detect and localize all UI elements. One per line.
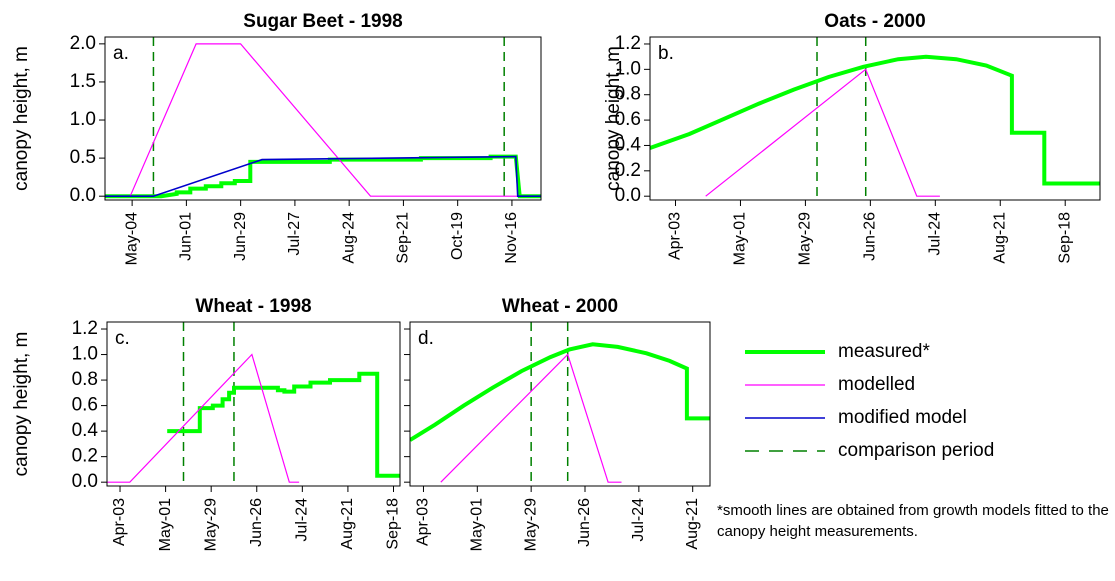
y-tick-label: 1.2 <box>72 318 98 339</box>
y-tick-label: 0.5 <box>70 147 96 168</box>
x-tick-label: Jun-29 <box>232 212 249 261</box>
y-tick-label: 0.4 <box>72 420 99 441</box>
series-line <box>107 353 300 483</box>
series-line <box>440 353 622 483</box>
y-tick-label: 0.2 <box>72 446 98 467</box>
series-line <box>105 155 541 197</box>
x-tick-label: Jul-27 <box>286 212 303 256</box>
y-axis-label: canopy height, m <box>11 46 32 191</box>
y-tick-label: 0.2 <box>615 160 641 181</box>
panel-title: Sugar Beet - 1998 <box>243 11 402 32</box>
x-tick-label: Jun-26 <box>862 212 879 261</box>
x-tick-label: May-29 <box>797 212 814 265</box>
series-line <box>650 54 1100 186</box>
y-tick-label: 0.8 <box>615 84 641 105</box>
y-tick-label: 2.0 <box>70 33 96 54</box>
series-line <box>705 68 940 197</box>
series-line <box>410 342 710 442</box>
x-tick-label: Sep-18 <box>385 498 402 550</box>
panel-label: d. <box>418 328 434 349</box>
x-tick-label: May-01 <box>469 498 486 551</box>
legend-label: modelled <box>838 374 915 395</box>
x-tick-label: May-29 <box>522 498 539 551</box>
y-tick-label: 1.5 <box>70 71 96 92</box>
x-tick-label: Jul-24 <box>294 498 311 542</box>
plot-frame <box>409 321 711 487</box>
y-axis-label: canopy height, m <box>603 46 624 191</box>
y-tick-label: 0.0 <box>615 185 641 206</box>
legend-label: modified model <box>838 407 967 428</box>
panel-title: Wheat - 1998 <box>195 296 311 317</box>
x-tick-label: Aug-21 <box>991 212 1008 264</box>
y-axis-label: canopy height, m <box>11 332 32 477</box>
y-tick-label: 0.0 <box>72 471 98 492</box>
x-tick-label: Apr-03 <box>111 498 128 546</box>
y-tick-label: 0.0 <box>70 185 96 206</box>
y-tick-label: 1.0 <box>72 344 98 365</box>
x-tick-label: Jun-01 <box>178 212 195 261</box>
legend-label: measured* <box>838 341 930 362</box>
x-tick-label: Aug-21 <box>684 498 701 550</box>
x-tick-label: Sep-21 <box>395 212 412 264</box>
series-line <box>167 371 400 478</box>
panel-label: c. <box>115 328 130 349</box>
y-tick-label: 1.0 <box>70 109 96 130</box>
x-tick-label: Apr-03 <box>667 212 684 260</box>
x-tick-label: Aug-24 <box>340 212 357 264</box>
plot-frame <box>104 36 542 201</box>
panel-title: Oats - 2000 <box>824 11 925 32</box>
y-tick-label: 0.6 <box>615 109 641 130</box>
x-tick-label: May-29 <box>202 498 219 551</box>
y-tick-label: 1.0 <box>615 58 641 79</box>
x-tick-label: May-01 <box>732 212 749 265</box>
x-tick-label: Aug-21 <box>339 498 356 550</box>
panel-label: b. <box>658 43 674 64</box>
x-tick-label: Oct-19 <box>449 212 466 260</box>
plot-frame <box>106 321 401 487</box>
x-tick-label: Jul-24 <box>927 212 944 256</box>
legend-label: comparison period <box>838 440 994 461</box>
x-tick-label: Jul-24 <box>630 498 647 542</box>
x-tick-label: Apr-03 <box>415 498 432 546</box>
footnote: *smooth lines are obtained from growth m… <box>717 502 1109 540</box>
x-tick-label: Nov-16 <box>503 212 520 264</box>
x-tick-label: May-04 <box>123 212 140 265</box>
plot-frame <box>649 36 1101 201</box>
y-tick-label: 0.6 <box>72 395 98 416</box>
series-line <box>105 43 541 197</box>
y-tick-label: 0.8 <box>72 369 98 390</box>
y-tick-label: 0.4 <box>615 134 642 155</box>
panel-title: Wheat - 2000 <box>502 296 618 317</box>
y-tick-label: 1.2 <box>615 33 641 54</box>
x-tick-label: Jun-26 <box>576 498 593 547</box>
x-tick-label: May-01 <box>157 498 174 551</box>
panel-label: a. <box>113 43 129 64</box>
x-tick-label: Sep-18 <box>1056 212 1073 264</box>
x-tick-label: Jun-26 <box>248 498 265 547</box>
